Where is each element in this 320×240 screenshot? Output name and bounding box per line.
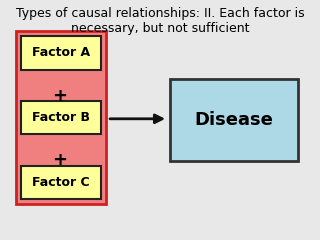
Text: +: + [52,151,67,168]
Text: Disease: Disease [194,111,273,129]
Text: Factor A: Factor A [32,46,90,59]
Bar [170,79,298,161]
Bar [16,31,106,204]
Bar [21,36,101,70]
Bar [21,101,101,134]
Text: Types of causal relationships: II. Each factor is
necessary, but not sufficient: Types of causal relationships: II. Each … [16,7,304,35]
Text: Factor B: Factor B [32,111,90,124]
Text: Factor C: Factor C [32,176,90,189]
Text: +: + [52,87,67,105]
Bar [21,166,101,199]
